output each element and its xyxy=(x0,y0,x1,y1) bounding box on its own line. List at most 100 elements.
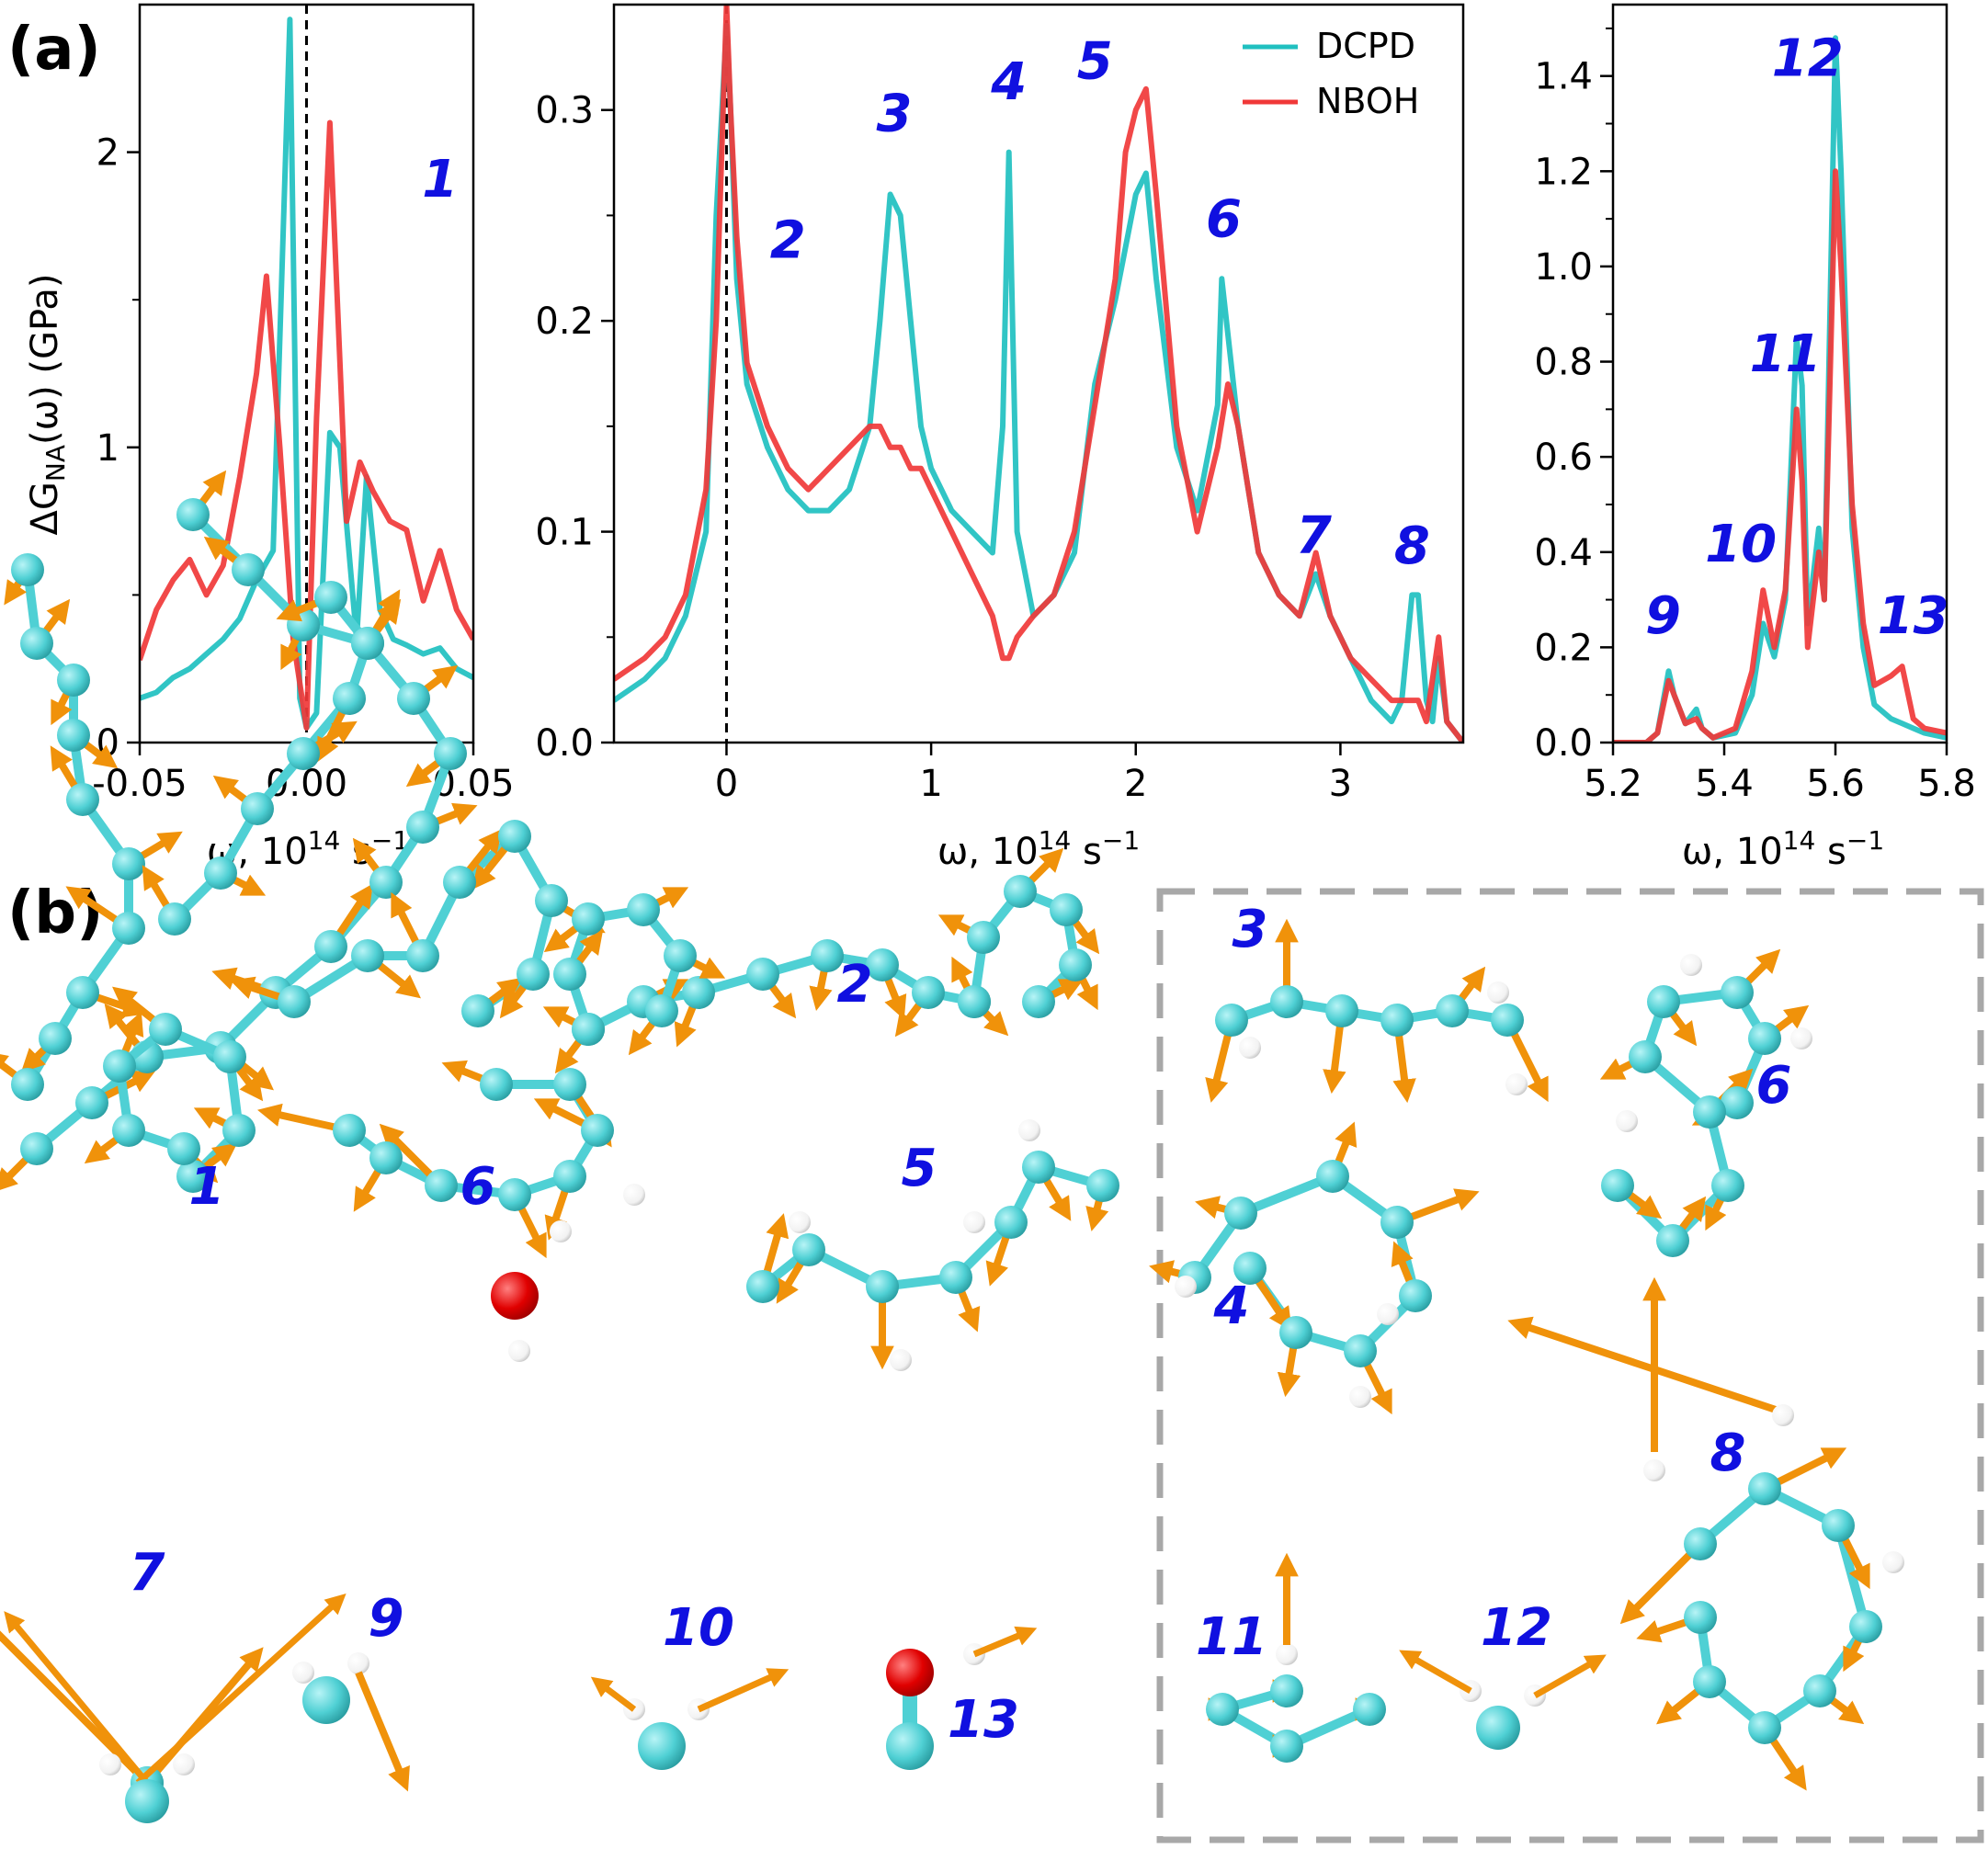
carbon-atom xyxy=(20,1132,53,1165)
y-tick-label: 0.3 xyxy=(535,90,594,132)
carbon-atom xyxy=(1004,875,1037,908)
carbon-atom xyxy=(572,902,605,936)
hydrogen-atom xyxy=(623,1184,645,1206)
displacement-arrow xyxy=(697,1668,790,1713)
hydrogen-atom xyxy=(292,1662,314,1684)
panel-a-label: (a) xyxy=(7,16,101,84)
carbon-atom xyxy=(645,994,678,1027)
carbon-atom xyxy=(112,847,145,880)
carbon-atom xyxy=(1325,994,1358,1027)
hydrogen-atom xyxy=(1487,981,1509,1004)
series-dcpd-line xyxy=(140,17,473,731)
carbon-atom xyxy=(682,976,715,1009)
hydrogen-atom xyxy=(1790,1027,1812,1049)
carbon-atom xyxy=(1684,1601,1717,1634)
chart-right-panel: 5.2 5.4 5.6 5.8 0.0 0.2 0.4 0.6 0.8 1.0 1.2 1.4 9 10 1… xyxy=(1534,3,1976,805)
peak-label: 6 xyxy=(1206,189,1242,249)
y-tick-label: 1.4 xyxy=(1534,56,1593,98)
carbon-atom xyxy=(57,719,90,752)
hydrogen-atom xyxy=(1175,1276,1197,1298)
hydrogen-atom xyxy=(1882,1551,1904,1573)
carbon-atom xyxy=(1233,1252,1267,1285)
carbon-atom xyxy=(112,1114,145,1147)
carbon-atom xyxy=(66,976,99,1009)
carbon-atom xyxy=(333,1114,366,1147)
carbon-atom xyxy=(1629,1040,1662,1073)
hydrogen-atom xyxy=(963,1211,985,1233)
carbon-atom xyxy=(314,930,347,963)
peak-label: 3 xyxy=(877,85,913,144)
displacement-arrow xyxy=(355,1671,410,1792)
y-label-sub: NA xyxy=(40,445,71,482)
carbon-atom xyxy=(149,1013,182,1046)
hydrogen-atom xyxy=(1377,1303,1399,1325)
carbon-atom xyxy=(1693,1665,1726,1698)
displacement-arrow xyxy=(1399,1650,1472,1695)
carbon-atom xyxy=(886,1722,934,1770)
y-tick-label: 0.0 xyxy=(535,722,594,765)
carbon-atom xyxy=(351,939,384,972)
mode-label: 9 xyxy=(369,1589,404,1649)
carbon-atom xyxy=(1711,1169,1744,1202)
carbon-atom xyxy=(581,1114,614,1147)
series-dcpd-line xyxy=(614,22,1463,743)
y-tick-label: 0.0 xyxy=(1534,722,1593,765)
carbon-atom xyxy=(553,1160,586,1193)
carbon-atom xyxy=(1491,1004,1524,1037)
carbon-atom xyxy=(866,948,899,981)
carbon-atom xyxy=(278,985,311,1018)
mode-label: 10 xyxy=(663,1598,734,1658)
carbon-atom xyxy=(222,1114,256,1147)
displacement-arrow xyxy=(0,1630,150,1786)
carbon-atom xyxy=(1476,1706,1520,1750)
carbon-atom xyxy=(213,1040,246,1073)
carbon-atom xyxy=(664,939,697,972)
carbon-atom xyxy=(287,737,320,770)
carbon-atom xyxy=(498,1178,531,1211)
hydrogen-atom xyxy=(1505,1073,1528,1095)
carbon-atom xyxy=(939,1261,972,1294)
y-label-main: ΔG xyxy=(24,482,66,535)
y-tick-label: 1.0 xyxy=(1534,246,1593,289)
carbon-atom xyxy=(241,792,274,825)
carbon-atom xyxy=(1748,1472,1781,1505)
carbon-atom xyxy=(517,958,550,991)
carbon-atom xyxy=(1353,1693,1386,1726)
carbon-atom xyxy=(75,1086,108,1119)
carbon-atom xyxy=(333,682,366,715)
carbon-atom xyxy=(1022,1151,1055,1184)
peak-label: 10 xyxy=(1705,515,1777,574)
carbon-atom xyxy=(351,627,384,660)
y-tick-label: 0.4 xyxy=(1534,532,1593,574)
hydrogen-atom xyxy=(508,1340,530,1362)
hydrogen-atom xyxy=(789,1211,811,1233)
hydrogen-atom xyxy=(173,1753,195,1775)
displacement-arrow xyxy=(4,1611,150,1786)
carbon-atom xyxy=(66,783,99,816)
y-axis-label: ΔGNA(ω) (GPa) xyxy=(24,274,71,536)
carbon-atom xyxy=(1270,1674,1303,1707)
carbon-atom xyxy=(1748,1711,1781,1744)
carbon-atom xyxy=(1279,1316,1312,1349)
mode-label: 13 xyxy=(948,1690,1019,1750)
carbon-atom xyxy=(1224,1197,1257,1230)
carbon-atom xyxy=(1050,893,1083,926)
carbon-atom xyxy=(1270,1730,1303,1763)
carbon-atom xyxy=(369,1141,403,1174)
peak-label: 12 xyxy=(1772,29,1844,89)
mode-label: 6 xyxy=(460,1157,496,1217)
carbon-atom xyxy=(967,921,1000,954)
mode-label: 1 xyxy=(189,1157,225,1217)
carbon-atom xyxy=(461,994,494,1027)
carbon-atom xyxy=(397,682,430,715)
carbon-atom xyxy=(1748,1022,1781,1055)
peak-label: 4 xyxy=(990,52,1027,112)
hydrogen-atom xyxy=(1643,1459,1665,1481)
carbon-atom xyxy=(112,912,145,945)
plot-frame xyxy=(612,3,1465,744)
carbon-atom xyxy=(553,1068,586,1101)
carbon-atom xyxy=(572,1013,605,1046)
hydrogen-atom xyxy=(1018,1119,1040,1141)
